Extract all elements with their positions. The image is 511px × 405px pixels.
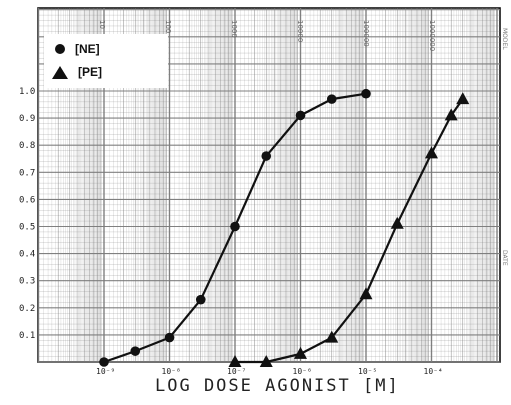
data-point <box>325 330 339 343</box>
data-point <box>295 110 306 121</box>
data-point <box>326 94 337 104</box>
legend-label: [NE] <box>75 42 100 56</box>
y-tick-label: 0.9 <box>19 114 35 124</box>
top-scale-label: 10000 <box>296 20 304 42</box>
y-tick-label: 0.1 <box>19 331 35 341</box>
top-scale-label: 1000000 <box>428 20 436 51</box>
x-tick-labels: 10⁻⁹ 10⁻⁸ 10⁻⁷ 10⁻⁶ 10⁻⁵ 10⁻⁴ <box>96 367 443 376</box>
y-tick-label: 0.4 <box>19 250 35 260</box>
top-scale-label: 10 <box>98 20 106 29</box>
right-edge-label: DATE <box>501 250 508 266</box>
data-point <box>425 146 438 159</box>
legend-item-ne: [NE] <box>54 38 100 60</box>
legend-item-pe: [PE] <box>52 61 102 83</box>
top-scale-labels: 10 100 1000 10000 100000 1000000 <box>98 20 436 51</box>
x-tick-label: 10⁻⁵ <box>358 367 377 376</box>
grid <box>37 7 501 363</box>
top-scale-label: 100000 <box>362 20 370 47</box>
x-tick-label: 10⁻⁷ <box>227 367 246 376</box>
data-point <box>164 332 175 343</box>
top-scale-label: 1000 <box>230 20 238 38</box>
data-point <box>230 221 240 232</box>
data-point <box>390 216 404 229</box>
circle-marker-icon <box>55 44 65 54</box>
y-tick-label: 1.0 <box>19 87 35 97</box>
right-edge-labels: MODEL DATE <box>501 28 508 266</box>
y-tick-label: 0.7 <box>19 168 35 178</box>
data-point <box>261 151 272 161</box>
y-tick-label: 0.3 <box>19 277 35 287</box>
data-point <box>228 355 242 367</box>
x-tick-label: 10⁻⁶ <box>293 367 312 376</box>
data-point <box>361 88 371 99</box>
data-point <box>195 294 206 305</box>
legend-label: [PE] <box>78 65 102 79</box>
data-point <box>130 346 141 356</box>
data-point <box>456 92 470 105</box>
x-tick-label: 10⁻⁹ <box>96 367 115 376</box>
y-tick-label: 0.6 <box>19 195 35 205</box>
data-point <box>359 287 373 300</box>
x-axis-label: LOG DOSE AGONIST [M] <box>155 376 400 396</box>
y-tick-label: 0.5 <box>19 223 35 233</box>
data-point <box>99 357 109 367</box>
right-edge-label: MODEL <box>501 28 508 50</box>
x-tick-label: 10⁻⁴ <box>424 367 443 376</box>
data-point <box>294 346 307 359</box>
series-layer <box>99 88 470 367</box>
top-scale-label: 100 <box>164 20 172 33</box>
x-tick-label: 10⁻⁸ <box>162 367 181 376</box>
data-point <box>444 108 458 121</box>
triangle-marker-icon <box>52 65 68 79</box>
y-tick-label: 0.8 <box>19 141 35 151</box>
y-tick-label: 0.2 <box>19 304 35 314</box>
legend: [NE] [PE] <box>44 34 168 88</box>
data-point <box>259 355 273 367</box>
y-tick-labels: 0.1 0.2 0.3 0.4 0.5 0.6 0.7 0.8 0.9 1.0 <box>19 87 35 341</box>
